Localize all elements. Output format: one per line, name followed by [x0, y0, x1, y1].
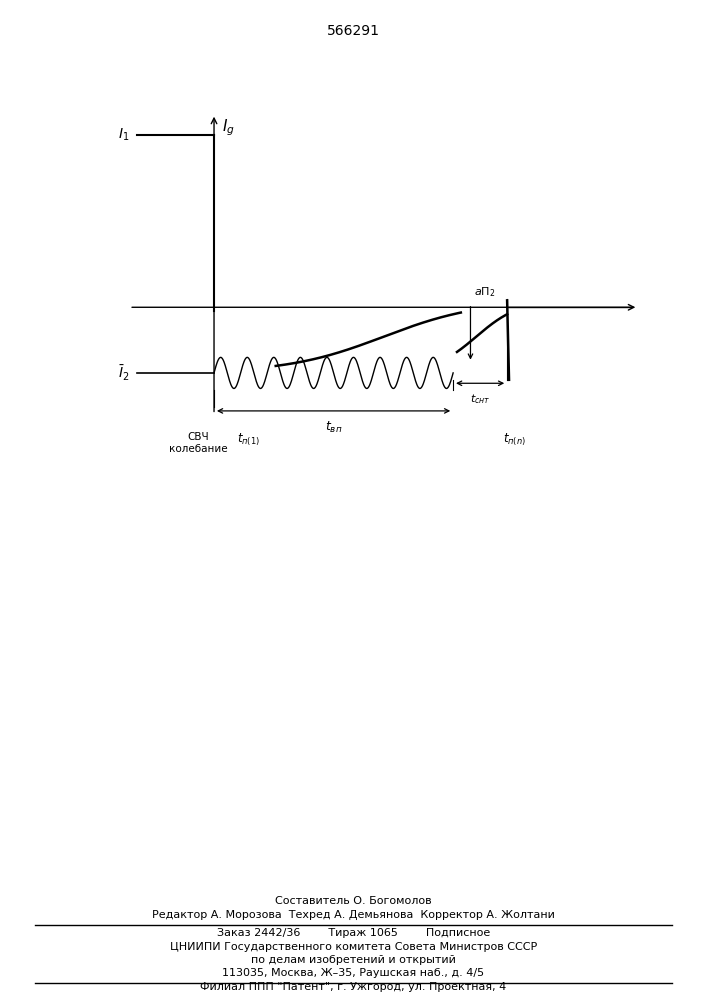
Text: $a\Pi_2$: $a\Pi_2$ — [474, 285, 496, 299]
Text: $t_{вп}$: $t_{вп}$ — [325, 420, 342, 435]
Text: $\bar{I}_2$: $\bar{I}_2$ — [118, 363, 129, 383]
Text: СВЧ
колебание: СВЧ колебание — [169, 432, 228, 454]
Text: $t_{п(n)}$: $t_{п(n)}$ — [503, 432, 526, 448]
Text: Редактор А. Морозова  Техред А. Демьянова  Корректор А. Жолтани: Редактор А. Морозова Техред А. Демьянова… — [152, 910, 555, 920]
Text: ЦНИИПИ Государственного комитета Совета Министров СССР: ЦНИИПИ Государственного комитета Совета … — [170, 942, 537, 952]
Text: $I_1$: $I_1$ — [118, 126, 129, 143]
Text: 113035, Москва, Ж–35, Раушская наб., д. 4/5: 113035, Москва, Ж–35, Раушская наб., д. … — [223, 968, 484, 978]
Text: Заказ 2442/36        Тираж 1065        Подписное: Заказ 2442/36 Тираж 1065 Подписное — [217, 928, 490, 938]
Text: $I_g$: $I_g$ — [222, 117, 235, 138]
Text: 566291: 566291 — [327, 24, 380, 38]
Text: $t_{п(1)}$: $t_{п(1)}$ — [237, 432, 260, 448]
Text: Филиал ППП "Патент", г. Ужгород, ул. Проектная, 4: Филиал ППП "Патент", г. Ужгород, ул. Про… — [200, 982, 507, 992]
Text: $t_{снт}$: $t_{снт}$ — [470, 392, 491, 406]
Text: по делам изобретений и открытий: по делам изобретений и открытий — [251, 955, 456, 965]
Text: Составитель О. Богомолов: Составитель О. Богомолов — [275, 896, 432, 906]
